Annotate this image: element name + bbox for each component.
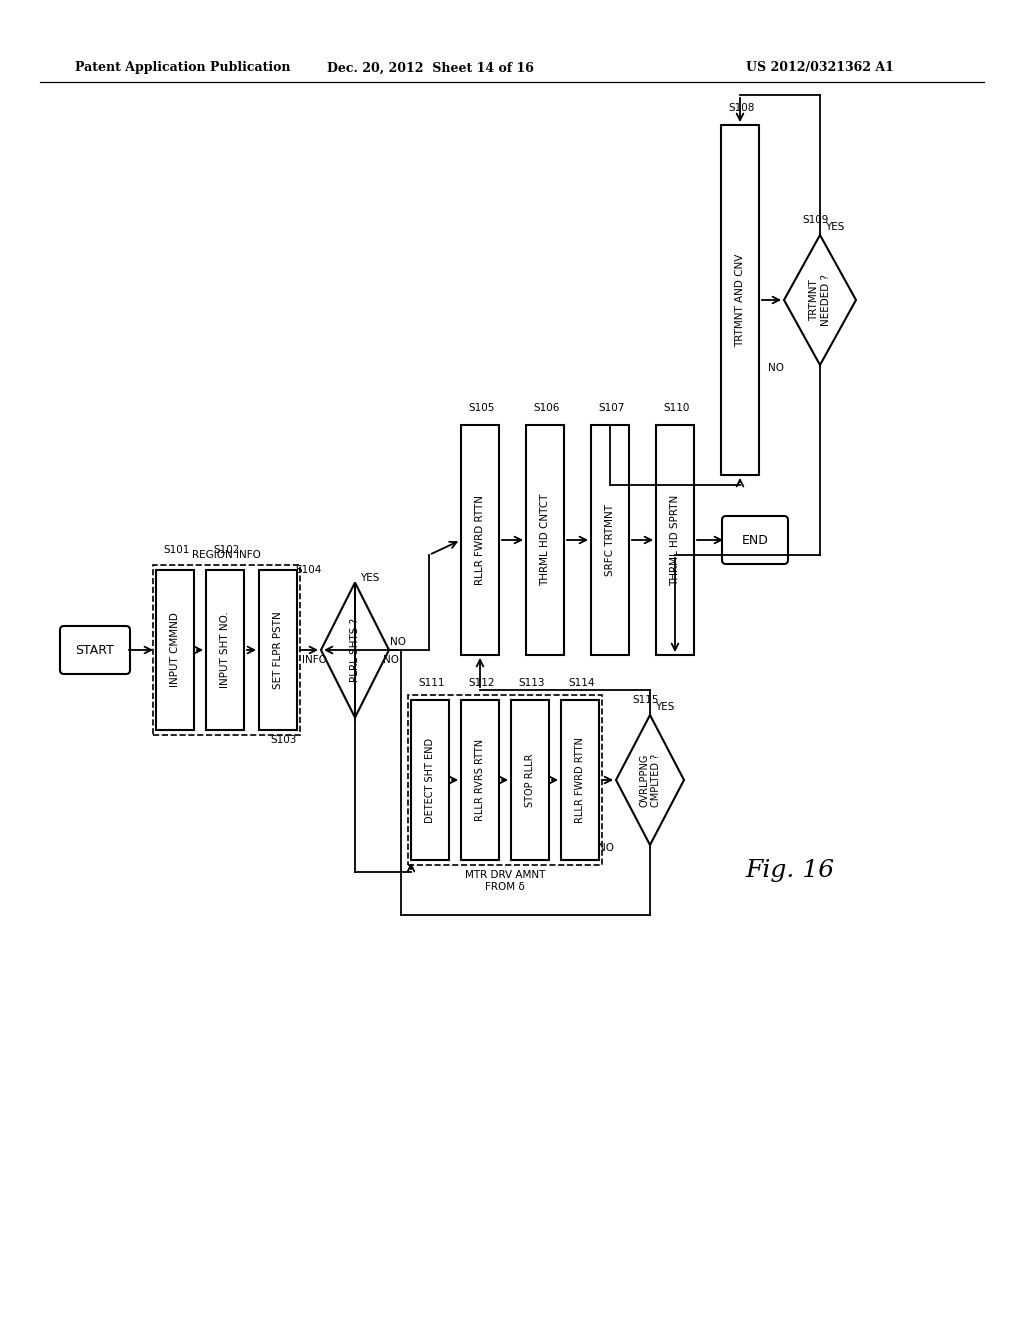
Text: S104: S104 [295,565,322,576]
Text: Patent Application Publication: Patent Application Publication [75,62,291,74]
Text: Fig. 16: Fig. 16 [745,858,835,882]
Text: S109: S109 [802,215,828,224]
Text: STOP RLLR: STOP RLLR [525,754,535,807]
Bar [461,700,499,861]
Bar [461,425,499,655]
Text: S103: S103 [270,735,296,744]
Text: S110: S110 [663,403,689,413]
Text: THRML HD CNTCT: THRML HD CNTCT [540,494,550,586]
Text: S113: S113 [518,678,545,688]
Text: S105: S105 [468,403,495,413]
Text: RLLR FWRD RTTN: RLLR FWRD RTTN [475,495,485,585]
Text: S115: S115 [632,696,658,705]
Text: NO: NO [598,843,614,853]
Polygon shape [321,582,389,718]
Text: S108: S108 [728,103,755,114]
FancyBboxPatch shape [722,516,788,564]
Text: OVRLPPNG
CMPLTED ?: OVRLPPNG CMPLTED ? [639,754,660,807]
Text: NO: NO [390,638,406,647]
Bar [591,425,629,655]
Bar [408,696,602,865]
Text: NO: NO [768,363,784,374]
Text: RLLR RVRS RTTN: RLLR RVRS RTTN [475,739,485,821]
Bar [656,425,694,655]
Text: S111: S111 [418,678,444,688]
Bar [526,425,564,655]
Text: S114: S114 [568,678,595,688]
Bar [721,125,759,475]
Bar [561,700,599,861]
Text: US 2012/0321362 A1: US 2012/0321362 A1 [746,62,894,74]
Text: Dec. 20, 2012  Sheet 14 of 16: Dec. 20, 2012 Sheet 14 of 16 [327,62,534,74]
Text: INPUT CMMND: INPUT CMMND [170,612,180,688]
Text: S107: S107 [598,403,625,413]
Text: S102: S102 [213,545,240,554]
Text: TRTMNT AND CNV: TRTMNT AND CNV [735,253,745,347]
Text: END: END [741,533,768,546]
Text: REGION INFO: REGION INFO [193,550,261,560]
Text: INPUT SHT NO.: INPUT SHT NO. [220,611,230,689]
Bar [511,700,549,861]
Text: YES: YES [360,573,379,583]
Text: YES: YES [825,222,845,232]
Bar [153,565,300,735]
Bar [156,570,194,730]
Text: SRFC TRTMNT: SRFC TRTMNT [605,504,615,576]
Bar [259,570,297,730]
Text: DETECT SHT END: DETECT SHT END [425,738,435,822]
Text: THRML HD SPRTN: THRML HD SPRTN [670,495,680,586]
Bar [411,700,449,861]
Polygon shape [784,235,856,366]
Text: NO: NO [383,655,399,665]
Text: TRTMNT
NEEDED ?: TRTMNT NEEDED ? [809,275,830,326]
Text: S106: S106 [534,403,559,413]
Polygon shape [616,715,684,845]
FancyBboxPatch shape [60,626,130,675]
Text: S101: S101 [163,545,189,554]
Text: SET FLPR PSTN: SET FLPR PSTN [273,611,283,689]
Text: INFO: INFO [302,655,327,665]
Bar [206,570,244,730]
Text: YES: YES [655,702,675,711]
Text: S112: S112 [468,678,495,688]
Text: START: START [76,644,115,656]
Text: MTR DRV AMNT
FROM δ: MTR DRV AMNT FROM δ [465,870,545,891]
Text: RLLR FWRD RTTN: RLLR FWRD RTTN [575,737,585,822]
Text: PLRL SHTS ?: PLRL SHTS ? [350,618,360,682]
